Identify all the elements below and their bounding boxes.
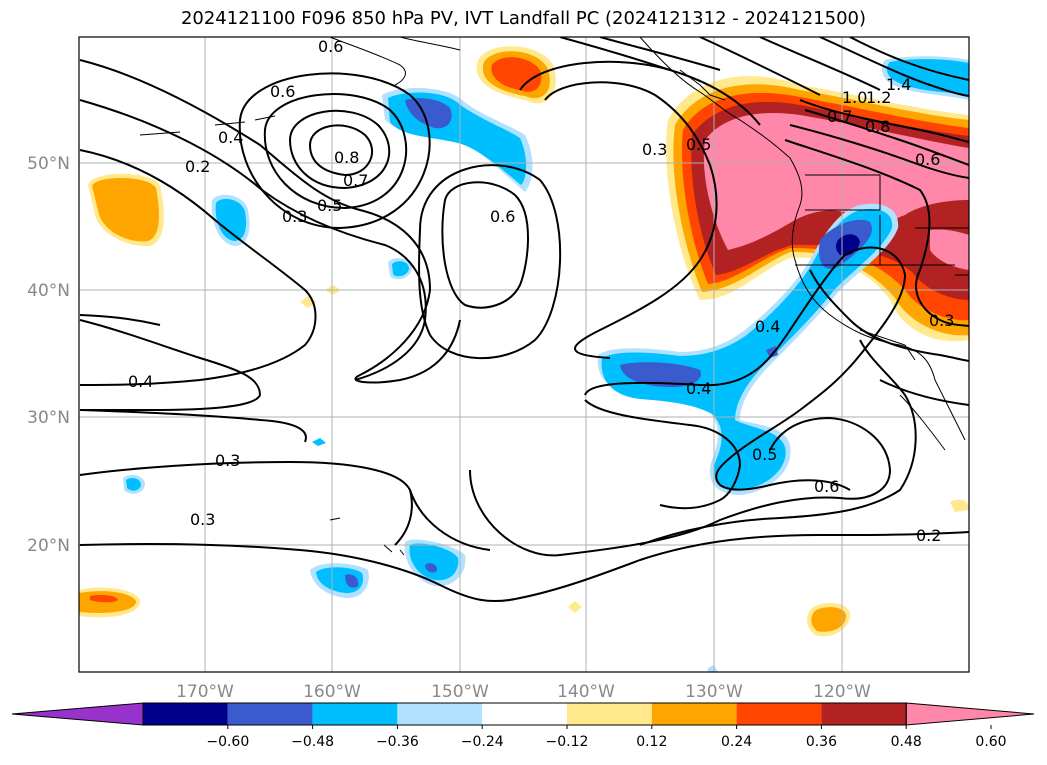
contour-label: 0.5 <box>686 135 711 154</box>
contour-label: 0.5 <box>317 196 342 215</box>
lon-label-130w: 130°W <box>685 682 743 702</box>
colorbar-frame <box>142 702 907 726</box>
colorbar-tick-label: 0.48 <box>891 734 922 750</box>
contour-label: 0.8 <box>334 148 359 167</box>
colorbar-extend-low <box>11 702 144 726</box>
contour-label: 0.8 <box>865 117 890 136</box>
contour-label: 1.2 <box>866 88 891 107</box>
contour-label: 0.6 <box>915 150 940 169</box>
contour-label: 0.6 <box>318 37 343 56</box>
contour-label: 0.6 <box>490 207 515 226</box>
lon-label-120w: 120°W <box>813 682 871 702</box>
contour-label: 0.4 <box>218 128 243 147</box>
lon-label-170w: 170°W <box>176 682 234 702</box>
pv-contour-lines <box>79 37 969 603</box>
coastline-layer <box>139 37 969 556</box>
lat-label-50n: 50°N <box>27 154 70 174</box>
contour-label-layer: 0.6 0.6 0.4 0.2 0.8 0.7 0.5 0.3 0.6 0.3 … <box>128 37 954 545</box>
contour-label: 1.4 <box>886 75 911 94</box>
contour-label: 0.4 <box>755 317 780 336</box>
contour-label: 0.7 <box>343 171 368 190</box>
contour-label: 0.5 <box>752 445 777 464</box>
lon-label-140w: 140°W <box>557 682 615 702</box>
contour-label: 0.2 <box>916 526 941 545</box>
lat-label-30n: 30°N <box>27 408 70 428</box>
colorbar-segment <box>821 703 907 725</box>
contour-label: 0.3 <box>282 207 307 226</box>
contour-label: 0.2 <box>185 157 210 176</box>
colorbar-tick-label: 0.24 <box>721 734 752 750</box>
latitude-labels: 50°N 40°N 30°N 20°N <box>27 154 70 556</box>
contour-label: 0.3 <box>642 140 667 159</box>
contour-label: 0.3 <box>190 510 215 529</box>
lon-label-160w: 160°W <box>303 682 361 702</box>
colorbar: −0.60 −0.48 −0.36 −0.24 −0.12 0.12 0.24 0.36 0.4… <box>11 702 1035 750</box>
colorbar-segment <box>736 703 822 725</box>
contour-label: 0.6 <box>270 82 295 101</box>
colorbar-tick-label: −0.36 <box>376 734 419 750</box>
colorbar-extend-high <box>905 702 1035 726</box>
longitude-labels: 170°W 160°W 150°W 140°W 130°W 120°W <box>176 682 871 702</box>
lon-label-150w: 150°W <box>431 682 489 702</box>
contour-label: 0.7 <box>827 107 852 126</box>
colorbar-tick-label: −0.24 <box>461 734 504 750</box>
contour-label: 0.4 <box>686 379 711 398</box>
contour-label: 0.3 <box>929 311 954 330</box>
contour-label: 1.0 <box>842 88 867 107</box>
colorbar-segment <box>482 703 567 725</box>
colorbar-tick-label: −0.48 <box>291 734 334 750</box>
colorbar-segment <box>227 703 313 725</box>
lat-label-20n: 20°N <box>27 536 70 556</box>
colorbar-segment <box>312 703 398 725</box>
colorbar-segment <box>651 703 737 725</box>
colorbar-tick-label: 0.60 <box>975 734 1006 750</box>
plot-frame <box>78 36 970 673</box>
colorbar-segment <box>143 703 228 725</box>
colorbar-segment <box>567 703 652 725</box>
colorbar-segment <box>397 703 483 725</box>
colorbar-tick-label: −0.60 <box>206 734 249 750</box>
colorbar-tick-label: 0.12 <box>636 734 667 750</box>
contour-label: 0.4 <box>128 372 153 391</box>
map-title: 2024121100 F096 850 hPa PV, IVT Landfall… <box>180 8 867 29</box>
contour-label: 0.6 <box>814 477 839 496</box>
contour-label: 0.3 <box>215 451 240 470</box>
colorbar-tick-label: −0.12 <box>546 734 589 750</box>
lat-label-40n: 40°N <box>27 281 70 301</box>
colorbar-tick-label: 0.36 <box>806 734 837 750</box>
pv-fill-layer <box>79 46 969 672</box>
